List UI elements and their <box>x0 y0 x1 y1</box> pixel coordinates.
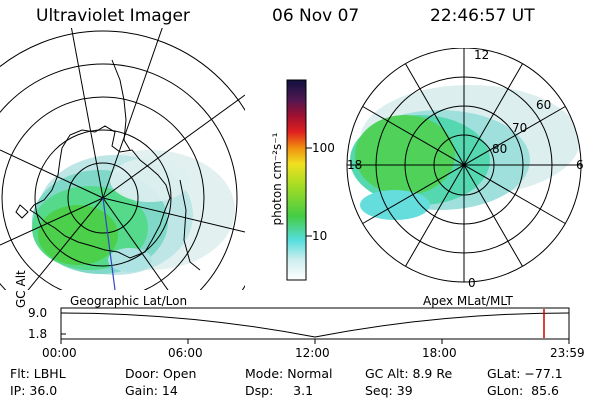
alt-xtick-0000: 00:00 <box>42 346 77 360</box>
right-map-label: Apex MLat/MLT <box>423 294 513 308</box>
mlat-label-60: 60 <box>536 98 552 112</box>
alt-xtick-0600: 06:00 <box>168 346 203 360</box>
alt-ytick-high: 9.0 <box>28 306 48 320</box>
altitude-plot <box>60 307 570 344</box>
alt-xtick-2359: 23:59 <box>550 346 585 360</box>
ip-info: IP: 36.0 <box>10 383 58 398</box>
glat-info: GLat: −77.1 <box>487 366 563 381</box>
alt-ytick-low: 1.8 <box>28 327 48 341</box>
flt-info: Flt: LBHL <box>10 366 66 381</box>
mlat-label-70: 70 <box>512 121 528 135</box>
mode-info: Mode: Normal <box>245 366 333 381</box>
mlat-label-80: 80 <box>492 142 508 156</box>
mlt-label-6: 6 <box>576 158 584 172</box>
colorbar-unit-label: photon cm⁻²s⁻¹ <box>270 132 284 226</box>
left-map-label: Geographic Lat/Lon <box>70 294 188 308</box>
apex-map <box>346 48 582 283</box>
alt-xtick-1200: 12:00 <box>295 346 330 360</box>
seq-info: Seq: 39 <box>365 383 413 398</box>
gc-alt-info: GC Alt: 8.9 Re <box>365 366 453 381</box>
mlt-label-0: 0 <box>468 276 476 290</box>
alt-xtick-1800: 18:00 <box>422 346 457 360</box>
mlt-label-18: 18 <box>347 158 363 172</box>
colorbar-tick-100: 100 <box>312 141 335 155</box>
mlt-label-12: 12 <box>474 48 490 62</box>
date-label: 06 Nov 07 <box>272 6 360 26</box>
time-label: 22:46:57 UT <box>430 6 535 26</box>
glon-info: GLon: 85.6 <box>487 383 559 398</box>
door-info: Door: Open <box>125 366 197 381</box>
colorbar <box>286 79 312 281</box>
colorbar-tick-10: 10 <box>312 229 328 243</box>
instrument-title: Ultraviolet Imager <box>36 6 190 26</box>
geographic-map <box>0 28 245 290</box>
gain-info: Gain: 14 <box>125 383 178 398</box>
altitude-ylabel: GC Alt <box>14 270 28 308</box>
dsp-info: Dsp: 3.1 <box>245 383 314 398</box>
